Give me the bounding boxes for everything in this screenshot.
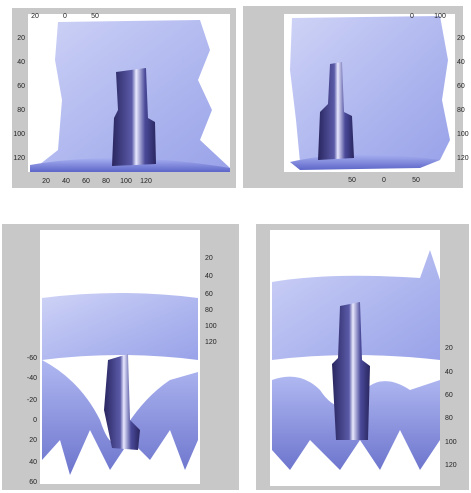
tick-label: 50 — [91, 13, 99, 20]
tick-label: -60 — [27, 355, 37, 362]
tick-label: 120 — [445, 462, 457, 469]
tick-label: 20 — [29, 437, 37, 444]
tick-label: 120 — [140, 178, 152, 185]
figure: 20 0 50 20 40 60 80 100 120 20 40 60 80 100 120 0 100 20 4… — [0, 0, 471, 493]
panel — [256, 224, 469, 490]
tick-label: 50 — [412, 177, 420, 184]
tick-label: 80 — [17, 107, 25, 114]
tick-label: 20 — [457, 35, 465, 42]
tick-label: 100 — [120, 178, 132, 185]
panel — [2, 224, 239, 490]
tick-label: 60 — [17, 83, 25, 90]
tick-label: 120 — [205, 339, 217, 346]
tick-label: 100 — [457, 131, 469, 138]
tick-label: 60 — [457, 83, 465, 90]
tick-label: 40 — [445, 369, 453, 376]
tick-label: 100 — [13, 131, 25, 138]
tick-label: 60 — [445, 392, 453, 399]
tick-label: 20 — [42, 178, 50, 185]
tick-label: 60 — [82, 178, 90, 185]
tick-label: 40 — [29, 459, 37, 466]
tick-label: 20 — [17, 35, 25, 42]
tick-label: -20 — [27, 397, 37, 404]
tick-label: 80 — [445, 415, 453, 422]
surface — [42, 293, 198, 360]
tick-label: 120 — [457, 155, 469, 162]
tick-label: 40 — [62, 178, 70, 185]
tick-label: 120 — [13, 155, 25, 162]
tick-label: 0 — [33, 417, 37, 424]
tick-label: 20 — [31, 13, 39, 20]
tick-label: 20 — [445, 345, 453, 352]
tick-label: 80 — [102, 178, 110, 185]
tick-label: 50 — [348, 177, 356, 184]
tick-label: 100 — [434, 13, 446, 20]
tick-label: 0 — [410, 13, 414, 20]
tick-label: 80 — [205, 307, 213, 314]
tick-label: 0 — [63, 13, 67, 20]
tick-label: 40 — [457, 59, 465, 66]
tick-label: 0 — [382, 177, 386, 184]
tick-label: 100 — [445, 439, 457, 446]
panel — [12, 8, 236, 188]
surface — [290, 16, 450, 162]
panel — [243, 6, 463, 188]
tick-label: 20 — [205, 255, 213, 262]
tick-label: 80 — [457, 107, 465, 114]
tick-label: 40 — [17, 59, 25, 66]
tick-label: 60 — [29, 479, 37, 486]
tick-label: 100 — [205, 323, 217, 330]
tick-label: 40 — [205, 273, 213, 280]
tick-label: -40 — [27, 375, 37, 382]
tick-label: 60 — [205, 291, 213, 298]
